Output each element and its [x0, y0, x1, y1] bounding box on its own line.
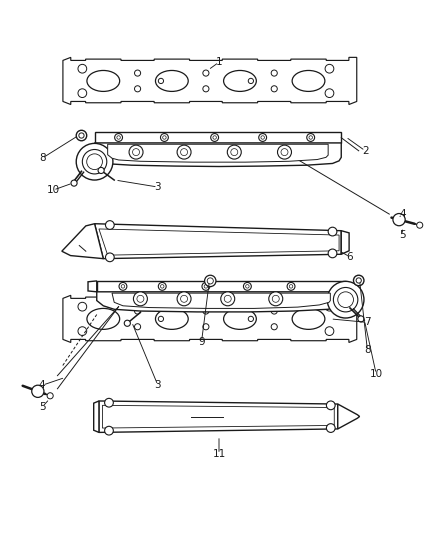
Circle shape — [158, 282, 166, 290]
Polygon shape — [97, 281, 346, 292]
Circle shape — [269, 292, 283, 306]
Polygon shape — [112, 293, 330, 309]
Circle shape — [333, 287, 358, 312]
Text: 4: 4 — [39, 380, 46, 390]
Text: 3: 3 — [155, 182, 161, 192]
Circle shape — [106, 221, 114, 229]
Circle shape — [47, 393, 53, 399]
Polygon shape — [102, 405, 334, 428]
Polygon shape — [341, 231, 349, 254]
Circle shape — [393, 214, 405, 226]
Circle shape — [76, 143, 113, 180]
Circle shape — [205, 275, 216, 287]
Circle shape — [160, 134, 168, 141]
Polygon shape — [99, 401, 338, 432]
Circle shape — [115, 134, 123, 141]
Circle shape — [328, 249, 337, 258]
Text: 2: 2 — [362, 146, 369, 156]
Circle shape — [278, 145, 291, 159]
Circle shape — [134, 292, 148, 306]
Text: 5: 5 — [399, 230, 406, 240]
Circle shape — [129, 145, 143, 159]
Polygon shape — [88, 281, 97, 292]
Text: 10: 10 — [370, 369, 383, 379]
Polygon shape — [99, 229, 339, 255]
Circle shape — [177, 292, 191, 306]
Circle shape — [231, 149, 238, 156]
Text: 7: 7 — [364, 317, 371, 327]
Circle shape — [32, 385, 44, 398]
Polygon shape — [95, 143, 341, 166]
Circle shape — [227, 145, 241, 159]
Circle shape — [180, 295, 187, 302]
Circle shape — [328, 227, 337, 236]
Text: 3: 3 — [155, 380, 161, 390]
Polygon shape — [62, 224, 103, 259]
Circle shape — [76, 130, 87, 141]
Text: 4: 4 — [399, 209, 406, 219]
Circle shape — [327, 281, 364, 318]
Text: 10: 10 — [46, 185, 60, 195]
Circle shape — [356, 278, 361, 283]
Text: 8: 8 — [364, 345, 371, 356]
Polygon shape — [95, 132, 341, 143]
Circle shape — [204, 285, 208, 288]
Circle shape — [326, 401, 335, 410]
Circle shape — [71, 180, 77, 186]
Circle shape — [259, 134, 267, 141]
Text: 5: 5 — [39, 402, 46, 412]
Text: 6: 6 — [346, 252, 353, 262]
Circle shape — [246, 285, 249, 288]
Circle shape — [224, 295, 231, 302]
Text: 9: 9 — [198, 337, 205, 346]
Text: 8: 8 — [39, 153, 46, 163]
Polygon shape — [97, 292, 346, 312]
Circle shape — [272, 295, 279, 302]
Circle shape — [309, 136, 312, 139]
Circle shape — [307, 134, 314, 141]
Circle shape — [326, 424, 335, 432]
Circle shape — [105, 426, 113, 435]
Circle shape — [211, 134, 219, 141]
Circle shape — [119, 282, 127, 290]
Circle shape — [160, 285, 164, 288]
Circle shape — [162, 136, 166, 139]
Polygon shape — [338, 404, 360, 429]
Circle shape — [287, 282, 295, 290]
Circle shape — [137, 295, 144, 302]
Circle shape — [106, 253, 114, 262]
Circle shape — [289, 285, 293, 288]
Polygon shape — [63, 295, 357, 343]
Circle shape — [98, 167, 104, 174]
Circle shape — [207, 278, 213, 284]
Circle shape — [244, 282, 251, 290]
Polygon shape — [63, 58, 357, 104]
Circle shape — [281, 149, 288, 156]
Circle shape — [177, 145, 191, 159]
Circle shape — [358, 316, 364, 322]
Circle shape — [82, 149, 107, 174]
Circle shape — [180, 149, 187, 156]
Polygon shape — [108, 144, 328, 162]
Circle shape — [417, 222, 423, 228]
Circle shape — [87, 154, 102, 169]
Circle shape — [261, 136, 265, 139]
Circle shape — [353, 275, 364, 286]
Polygon shape — [95, 224, 341, 259]
Circle shape — [221, 292, 235, 306]
Circle shape — [105, 398, 113, 407]
Circle shape — [338, 292, 353, 308]
Polygon shape — [94, 401, 99, 432]
Circle shape — [133, 149, 140, 156]
Text: 1: 1 — [215, 57, 223, 67]
Circle shape — [79, 133, 84, 138]
Circle shape — [121, 285, 125, 288]
Circle shape — [202, 282, 210, 290]
Circle shape — [117, 136, 120, 139]
Circle shape — [124, 320, 131, 326]
Circle shape — [213, 136, 216, 139]
Text: 11: 11 — [212, 449, 226, 459]
